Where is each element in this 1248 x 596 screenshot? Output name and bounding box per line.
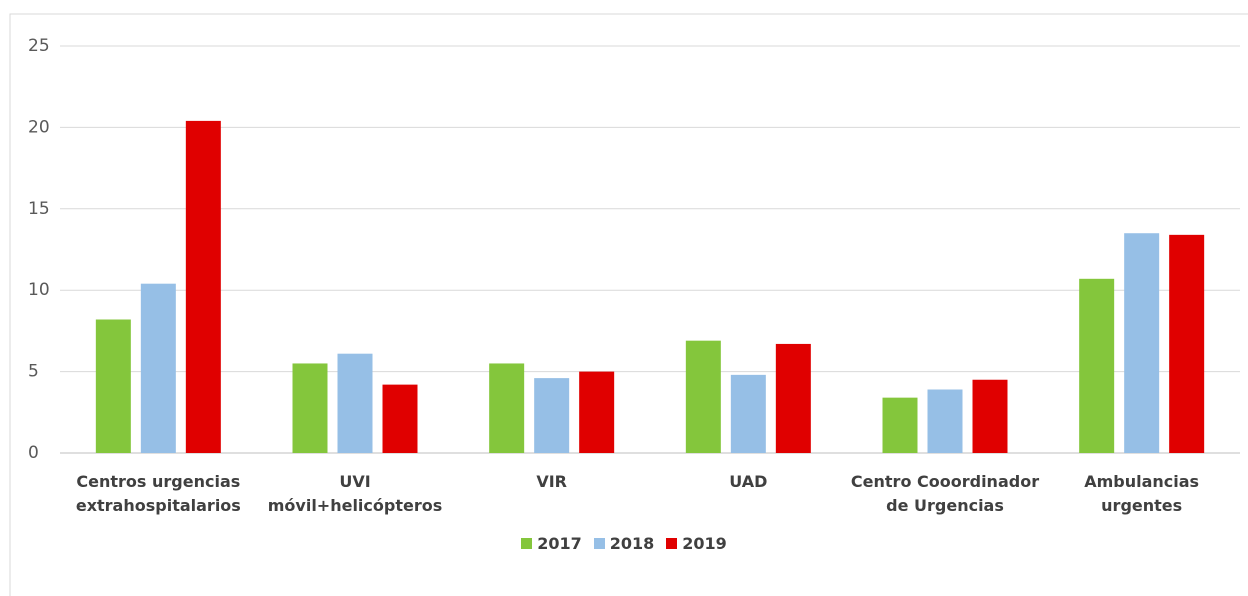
bar [489,363,525,453]
legend-label: 2018 [609,534,655,553]
y-tick-label: 25 [28,36,50,56]
legend-swatch [521,538,533,549]
x-tick-label: UVI móvil+helicópteros [267,472,443,515]
y-tick-label: 15 [28,199,50,219]
bar [292,363,328,453]
bar [1079,278,1115,453]
bar [882,397,918,453]
bar [1124,233,1160,453]
chart-border [9,13,1248,596]
y-tick-label: 5 [28,362,39,382]
legend-entry: 2017 [521,534,582,553]
bar [685,340,721,453]
bar [534,378,570,453]
bar [95,319,131,453]
bar [579,371,615,453]
legend-entry: 2019 [666,534,727,553]
bar [972,379,1008,453]
x-tick-label: Centro Cooordinador de Urgencias [850,472,1040,515]
bar [775,343,811,453]
legend-label: 2017 [537,534,582,553]
x-tick-label: Centros urgencias extrahospitalarios [75,472,241,515]
legend: 2017 2018 2019 [0,534,1248,553]
bar [927,389,963,453]
y-tick-label: 20 [28,117,50,137]
bar [1169,234,1205,453]
bar [730,374,766,453]
x-tick-label: Ambulancias urgentes [1084,472,1200,515]
bar [140,283,176,453]
legend-swatch [593,538,605,549]
bar [185,120,221,453]
legend-label: 2019 [682,534,727,553]
bar [382,384,418,453]
legend-entry: 2018 [593,534,655,553]
legend-swatch [666,538,678,549]
y-tick-label: 10 [28,280,50,300]
bar [337,353,373,453]
y-tick-label: 0 [28,443,39,463]
x-tick-label: VIR [536,472,567,491]
x-tick-label: UAD [729,472,768,491]
